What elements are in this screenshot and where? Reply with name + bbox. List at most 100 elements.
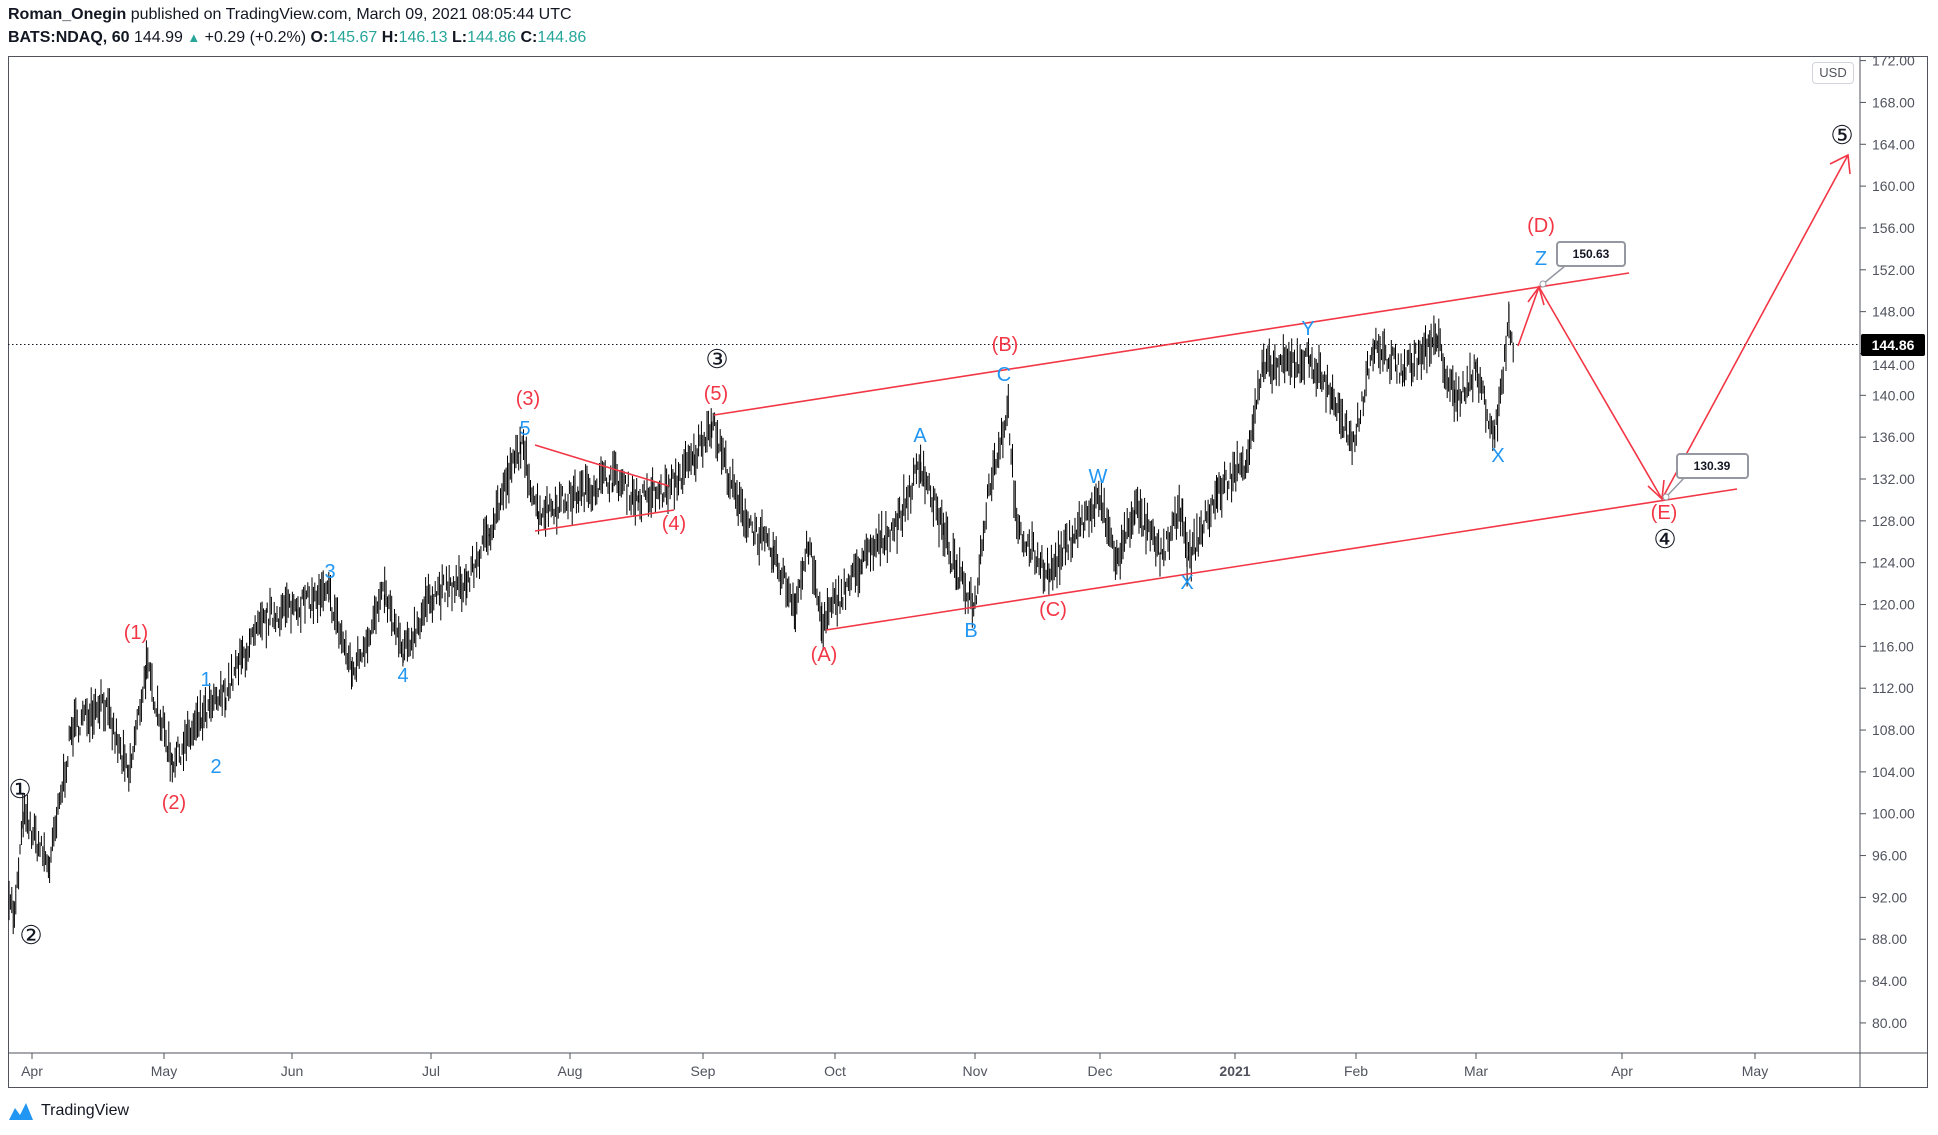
time-tick-label: Feb <box>1344 1063 1368 1079</box>
up-arrow-icon: ▲ <box>187 30 201 45</box>
author-name[interactable]: Roman_Onegin <box>8 6 127 23</box>
current-price-value: 144.86 <box>1872 337 1915 353</box>
time-tick-label: Oct <box>824 1063 846 1079</box>
wave-label-blue: 2 <box>210 756 221 778</box>
time-tick-label: May <box>151 1063 177 1079</box>
wave-label-red: (1) <box>124 622 148 644</box>
price-axis[interactable]: 172.00 168.00 164.00 160.00 156.00 152.00 148.… <box>1860 53 1915 1031</box>
time-tick-label: Jun <box>281 1063 304 1079</box>
price-tick-label: 148.00 <box>1872 304 1915 320</box>
wave-label-blue: 1 <box>200 669 211 691</box>
price-tick-label: 140.00 <box>1872 387 1915 403</box>
price-tick-label: 152.00 <box>1872 262 1915 278</box>
price-tick-label: 120.00 <box>1872 597 1915 613</box>
wave-label-red: (5) <box>704 383 728 405</box>
price-tick-label: 128.00 <box>1872 513 1915 529</box>
time-axis[interactable]: Apr May Jun Jul Aug Sep Oct Nov Dec 2021 Feb Mar Apr… <box>21 1053 1768 1079</box>
callout-anchor <box>1539 280 1547 288</box>
wave-label-black: ④ <box>1653 524 1676 554</box>
wave-label-red: (2) <box>162 792 186 814</box>
triangle-upper-line[interactable] <box>534 444 670 487</box>
price-tick-label: 172.00 <box>1872 53 1915 69</box>
wave-label-red: (D) <box>1527 215 1555 237</box>
price-tick-label: 164.00 <box>1872 136 1915 152</box>
high-label: H: <box>381 29 399 46</box>
triangle-lower-line[interactable] <box>534 509 675 532</box>
price-tick-label: 100.00 <box>1872 806 1915 822</box>
time-tick-label: Dec <box>1088 1063 1113 1079</box>
chart-frame <box>8 56 1928 1088</box>
currency-button[interactable]: USD <box>1812 62 1854 84</box>
price-tick-label: 124.00 <box>1872 555 1915 571</box>
callout-value: 130.39 <box>1694 459 1731 473</box>
callout-130[interactable]: 130.39 <box>1662 453 1749 501</box>
publish-info: Roman_Onegin published on TradingView.co… <box>8 6 572 24</box>
callout-box <box>1556 241 1626 267</box>
price-change: +0.29 (+0.2%) <box>204 29 307 46</box>
publish-date: published on TradingView.com, March 09, … <box>130 6 572 23</box>
wave-label-blue: C <box>997 364 1011 386</box>
wave-label-blue: X <box>1491 445 1504 467</box>
symbol-legend: BATS:NDAQ, 60 144.99 ▲ +0.29 (+0.2%) O:1… <box>8 29 586 47</box>
wave-label-red: (3) <box>516 388 540 410</box>
drawings[interactable] <box>534 153 1851 631</box>
price-tick-label: 104.00 <box>1872 764 1915 780</box>
price-tick-label: 136.00 <box>1872 429 1915 445</box>
time-tick-label: May <box>1742 1063 1768 1079</box>
wave-label-blue: X <box>1180 572 1193 594</box>
upper-channel-line[interactable] <box>713 272 1630 416</box>
wave-label-blue: 4 <box>397 665 408 687</box>
price-tick-label: 92.00 <box>1872 889 1907 905</box>
open-value: 145.67 <box>328 29 378 46</box>
wave-label-black: ① <box>8 774 31 804</box>
last-price: 144.99 <box>133 29 183 46</box>
wave-label-black: ② <box>19 920 42 950</box>
price-tick-label: 112.00 <box>1872 680 1914 696</box>
wave-label-blue: Y <box>1301 318 1314 340</box>
price-tick-label: 84.00 <box>1872 973 1907 989</box>
tradingview-logo[interactable]: TradingView <box>8 1100 129 1122</box>
low-value: 144.86 <box>467 29 517 46</box>
time-tick-label: Aug <box>558 1063 583 1079</box>
arrowhead-icon <box>1527 285 1545 306</box>
close-label: C: <box>520 29 538 46</box>
projection-path[interactable] <box>1517 154 1849 501</box>
price-tick-label: 144.00 <box>1872 357 1915 373</box>
callout-anchor <box>1662 493 1670 501</box>
wave-label-red: (B) <box>992 334 1019 356</box>
tradingview-logo-text: TradingView <box>41 1102 130 1119</box>
price-tick-label: 168.00 <box>1872 94 1915 110</box>
time-tick-label: Apr <box>1611 1063 1633 1079</box>
price-tick-label: 160.00 <box>1872 178 1915 194</box>
wave-label-red: (4) <box>662 513 686 535</box>
price-tick-label: 116.00 <box>1872 638 1914 654</box>
wave-label-blue: W <box>1089 466 1108 488</box>
arrowhead-icon <box>1829 153 1851 175</box>
wave-label-red: (E) <box>1651 502 1678 524</box>
arrowhead-icon <box>1647 479 1665 501</box>
wave-labels: ① ② ③ ④ ⑤ (1) (2) (3) (4) (5) (A) (B) (C) (D) (E) 1 2 3 4 5… <box>8 120 1853 950</box>
high-value: 146.13 <box>398 29 448 46</box>
price-tick-label: 156.00 <box>1872 220 1915 236</box>
callout-box <box>1676 453 1749 479</box>
wave-label-blue: B <box>964 620 977 642</box>
symbol-name[interactable]: BATS:NDAQ, 60 <box>8 29 130 46</box>
wave-label-red: (C) <box>1039 599 1067 621</box>
time-tick-label: 2021 <box>1219 1063 1250 1079</box>
close-value: 144.86 <box>537 29 587 46</box>
price-bars <box>8 301 1514 935</box>
price-tick-label: 96.00 <box>1872 848 1907 864</box>
lower-channel-line[interactable] <box>825 488 1738 631</box>
price-tick-label: 80.00 <box>1872 1015 1907 1031</box>
time-tick-label: Apr <box>21 1063 43 1079</box>
wave-label-red: (A) <box>811 644 838 666</box>
price-tick-label: 132.00 <box>1872 471 1915 487</box>
wave-label-blue: 5 <box>519 418 530 440</box>
time-tick-label: Jul <box>422 1063 440 1079</box>
wave-label-blue: 3 <box>324 561 335 583</box>
wave-label-blue: A <box>913 425 927 447</box>
time-tick-label: Nov <box>963 1063 988 1079</box>
callout-150[interactable]: 150.63 <box>1539 241 1626 288</box>
time-tick-label: Mar <box>1464 1063 1488 1079</box>
